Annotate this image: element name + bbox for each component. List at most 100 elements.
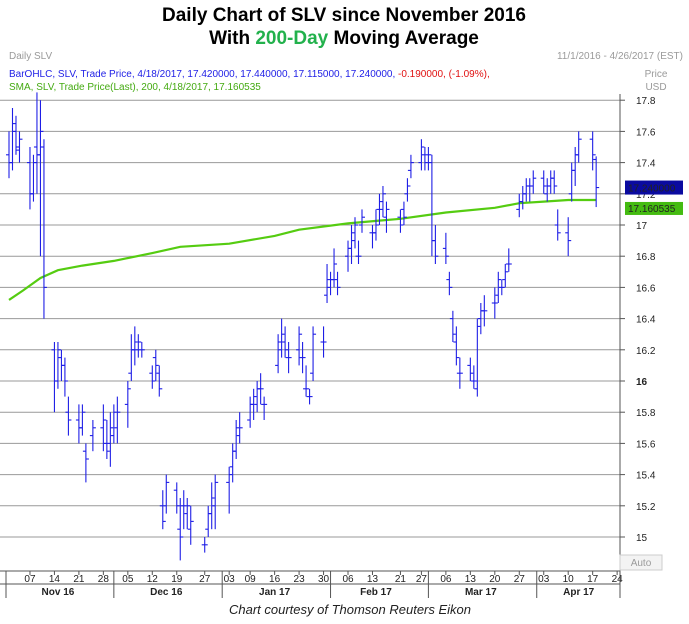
ohlc-bar bbox=[205, 505, 212, 537]
ohlc-bar bbox=[442, 232, 449, 264]
ohlc-bar bbox=[229, 443, 236, 483]
ohlc-bar bbox=[383, 201, 390, 233]
title-suffix: Moving Average bbox=[328, 28, 479, 49]
x-tick-label: 27 bbox=[514, 574, 526, 585]
ohlc-bar bbox=[331, 248, 338, 288]
ohlc-bar bbox=[498, 279, 505, 296]
ohlc-bar bbox=[355, 240, 362, 264]
y-tick-label: 17.2 bbox=[636, 190, 656, 201]
bar-legend: BarOHLC, SLV, Trade Price, 4/18/2017, 17… bbox=[9, 69, 490, 80]
auto-scale-box[interactable] bbox=[619, 554, 663, 571]
x-tick-label: 06 bbox=[342, 574, 354, 585]
x-tick-label: 27 bbox=[199, 574, 211, 585]
ohlc-bar bbox=[470, 365, 477, 389]
ohlc-bar bbox=[299, 342, 306, 374]
ohlc-bar bbox=[6, 131, 12, 179]
ohlc-bar bbox=[516, 193, 523, 218]
ohlc-bar bbox=[282, 326, 289, 358]
ohlc-bar bbox=[75, 404, 82, 444]
ohlc-bar bbox=[418, 139, 425, 171]
ohlc-bar bbox=[544, 178, 551, 202]
title-highlight: 200-Day bbox=[255, 28, 328, 49]
x-tick-label: 23 bbox=[294, 574, 306, 585]
ohlc-bar bbox=[159, 490, 166, 530]
x-tick-label: 17 bbox=[587, 574, 599, 585]
x-tick-label: 27 bbox=[416, 574, 428, 585]
x-month-label: Jan 17 bbox=[259, 587, 291, 598]
ohlc-bar bbox=[481, 295, 488, 327]
ohlc-bar bbox=[236, 412, 243, 444]
ohlc-bar bbox=[107, 412, 114, 467]
ohlc-bar bbox=[369, 225, 376, 249]
ohlc-bar bbox=[523, 178, 530, 202]
ohlc-bar bbox=[540, 170, 547, 194]
ohlc-bar bbox=[149, 365, 156, 389]
x-tick-label: 07 bbox=[24, 574, 36, 585]
ohlc-bar bbox=[547, 170, 554, 194]
bar-legend-values: BarOHLC, SLV, Trade Price, 4/18/2017, 17… bbox=[9, 69, 398, 80]
chart-credit: Chart courtesy of Thomson Reuters Eikon bbox=[229, 602, 471, 617]
ohlc-bar bbox=[33, 92, 40, 194]
ohlc-bar bbox=[65, 396, 72, 436]
y-tick-label: 16.2 bbox=[636, 346, 656, 357]
bar-legend-change: -0.190000, (-1.09%), bbox=[398, 69, 490, 80]
x-tick-label: 09 bbox=[245, 574, 257, 585]
sma-line bbox=[8, 198, 597, 301]
y-tick-label: 16.4 bbox=[636, 315, 656, 326]
ohlc-bar bbox=[404, 178, 411, 202]
ohlc-bar bbox=[421, 147, 428, 171]
x-tick-label: 03 bbox=[538, 574, 550, 585]
ohlc-bar bbox=[352, 217, 359, 249]
title-prefix: With bbox=[209, 28, 255, 49]
x-tick-label: 03 bbox=[224, 574, 236, 585]
y-tick-label: 16.8 bbox=[636, 252, 656, 263]
ohlc-bar bbox=[16, 131, 23, 163]
ohlc-bar bbox=[324, 264, 331, 303]
ohlc-bar bbox=[128, 334, 135, 381]
ohlc-bar bbox=[425, 147, 432, 171]
ohlc-bar bbox=[138, 342, 145, 358]
chart-title-line1: Daily Chart of SLV since November 2016 bbox=[162, 5, 526, 26]
x-axis-months: Nov 16 Dec 16 Jan 17 Feb 17 Mar 17 Apr 17 bbox=[5, 571, 621, 598]
ohlc-bar bbox=[61, 357, 68, 397]
ohlc-bar bbox=[201, 537, 208, 553]
ohlc-bar bbox=[348, 225, 355, 264]
ohlc-bar bbox=[568, 162, 575, 202]
ohlc-bar bbox=[156, 365, 163, 397]
gridlines bbox=[0, 99, 620, 538]
price-labels: 17.240000 17.160535 bbox=[625, 180, 683, 215]
ohlc-bar bbox=[285, 342, 292, 374]
ohlc-bar bbox=[40, 139, 47, 319]
y-tick-label: 15 bbox=[636, 533, 648, 544]
y-tick-label: 15.8 bbox=[636, 408, 656, 419]
y-tick-label: 17.4 bbox=[636, 159, 656, 170]
y-tick-label: 17.8 bbox=[636, 96, 656, 107]
ohlc-bar bbox=[474, 318, 481, 397]
ohlc-bar bbox=[12, 115, 19, 155]
ohlc-bar bbox=[495, 271, 502, 303]
ohlc-bar bbox=[449, 310, 456, 342]
ohlc-bar bbox=[593, 156, 600, 208]
x-tick-label: 05 bbox=[122, 574, 134, 585]
x-tick-label: 13 bbox=[465, 574, 477, 585]
ohlc-bar bbox=[79, 404, 86, 436]
ohlc-bar bbox=[456, 357, 463, 389]
x-tick-label: 10 bbox=[563, 574, 575, 585]
ohlc-bar bbox=[278, 318, 285, 358]
ohlc-bar bbox=[407, 154, 414, 179]
ohlc-bar bbox=[124, 381, 131, 428]
x-month-label: Feb 17 bbox=[360, 587, 392, 598]
x-month-label: Mar 17 bbox=[465, 587, 497, 598]
header-date-range: 11/1/2016 - 4/26/2017 (EST) bbox=[557, 51, 683, 62]
ohlc-bar bbox=[131, 326, 138, 366]
x-tick-label: 19 bbox=[171, 574, 183, 585]
ohlc-bar bbox=[187, 505, 194, 545]
y-tick-label: 15.6 bbox=[636, 439, 656, 450]
ohlc-bar bbox=[37, 100, 44, 257]
y-tick-label: 15.4 bbox=[636, 471, 656, 482]
x-tick-label: 21 bbox=[395, 574, 407, 585]
y-axis-ticks: 15 15.2 15.4 15.6 15.8 16 16.2 16.4 16.6 16.8 17 17… bbox=[619, 94, 656, 571]
ohlc-bar bbox=[572, 147, 579, 186]
y-tick-label: 17 bbox=[636, 221, 648, 232]
